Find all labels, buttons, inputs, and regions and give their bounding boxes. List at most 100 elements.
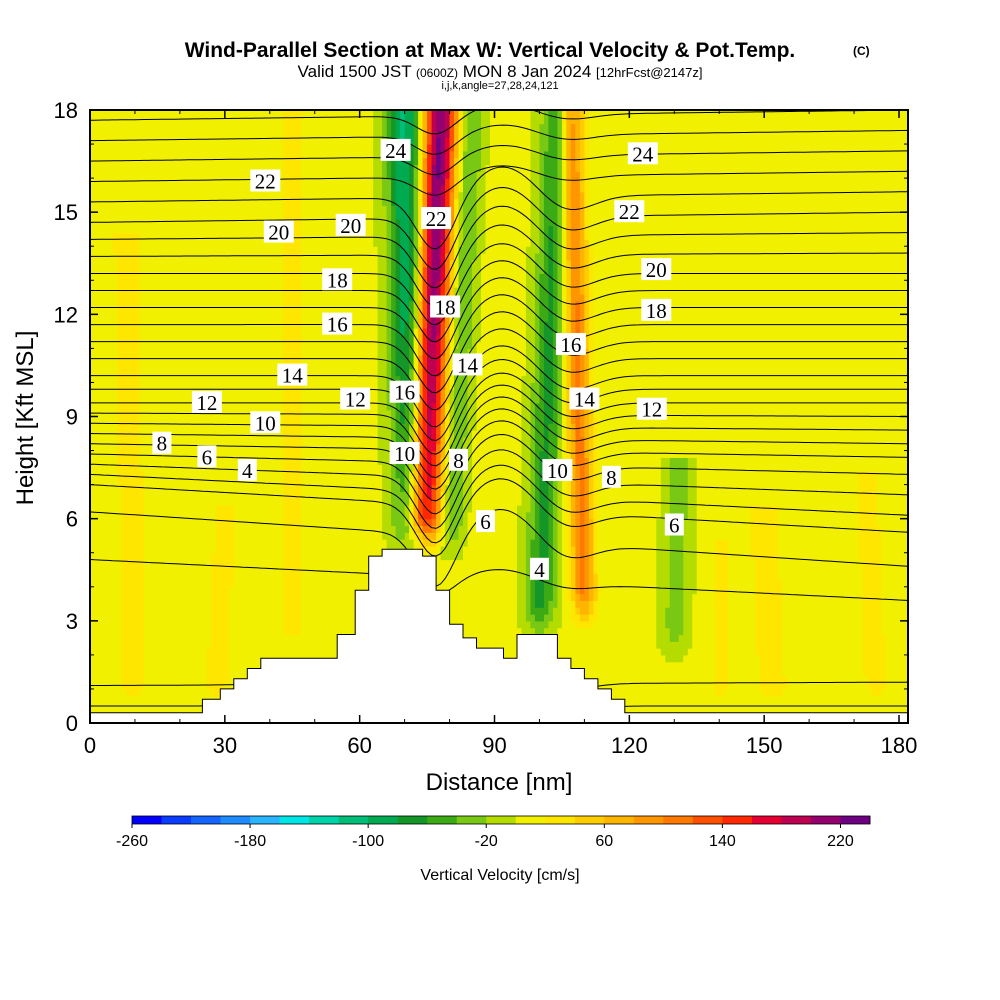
velocity-cell: [90, 300, 96, 309]
velocity-cell: [116, 123, 123, 132]
velocity-cell: [121, 443, 127, 452]
velocity-cell: [130, 396, 136, 404]
velocity-cell: [143, 164, 150, 172]
velocity-cell: [283, 239, 289, 247]
velocity-cell: [103, 593, 109, 601]
velocity-cell: [202, 334, 208, 343]
velocity-cell: [188, 641, 194, 649]
velocity-cell: [242, 450, 248, 458]
velocity-cell: [310, 300, 316, 309]
velocity-cell: [121, 334, 127, 343]
velocity-cell: [175, 545, 181, 554]
velocity-cell: [161, 402, 167, 411]
velocity-cell: [229, 430, 235, 438]
velocity-cell: [166, 498, 172, 506]
velocity-cell: [296, 396, 302, 404]
velocity-cell: [247, 443, 253, 452]
velocity-cell: [224, 212, 230, 220]
velocity-cell: [224, 144, 230, 152]
velocity-cell: [265, 246, 271, 254]
velocity-cell: [256, 205, 262, 213]
velocity-cell: [292, 327, 298, 336]
velocity-cell: [206, 518, 212, 527]
velocity-cell: [161, 389, 167, 397]
velocity-cell: [238, 600, 244, 608]
velocity-cell: [296, 205, 302, 213]
velocity-cell: [278, 184, 284, 193]
velocity-cell: [269, 157, 275, 166]
velocity-cell: [94, 300, 100, 309]
velocity-cell: [90, 634, 96, 642]
velocity-cell: [161, 614, 167, 622]
velocity-cell: [251, 273, 257, 281]
velocity-cell: [220, 566, 226, 574]
velocity-cell: [224, 450, 230, 458]
velocity-cell: [188, 402, 194, 411]
velocity-cell: [157, 137, 163, 145]
velocity-cell: [94, 491, 100, 499]
velocity-cell: [220, 110, 226, 118]
velocity-cell: [211, 586, 217, 595]
velocity-cell: [202, 586, 208, 595]
velocity-cell: [179, 436, 185, 445]
velocity-cell: [125, 116, 132, 125]
velocity-cell: [175, 559, 181, 567]
velocity-cell: [188, 675, 194, 683]
velocity-cell: [134, 586, 141, 595]
velocity-cell: [215, 130, 221, 138]
velocity-cell: [197, 362, 203, 370]
velocity-cell: [256, 484, 262, 493]
velocity-cell: [197, 218, 203, 227]
velocity-cell: [157, 600, 163, 608]
velocity-cell: [211, 116, 217, 125]
subtitle-valid: Valid 1500 JST: [298, 62, 412, 81]
velocity-cell: [116, 634, 123, 642]
velocity-cell: [242, 389, 248, 397]
velocity-cell: [301, 491, 307, 499]
velocity-cell: [103, 150, 109, 159]
velocity-cell: [332, 484, 338, 493]
velocity-cell: [130, 559, 136, 567]
velocity-cell: [296, 389, 302, 397]
velocity-cell: [260, 470, 266, 479]
velocity-cell: [224, 620, 230, 629]
velocity-cell: [238, 423, 244, 431]
velocity-cell: [292, 416, 298, 424]
velocity-cell: [260, 559, 266, 567]
velocity-cell: [233, 116, 239, 125]
velocity-cell: [323, 518, 329, 527]
velocity-cell: [121, 620, 127, 629]
velocity-cell: [157, 566, 163, 574]
velocity-cell: [301, 545, 307, 554]
velocity-cell: [157, 341, 163, 349]
velocity-cell: [193, 130, 199, 138]
velocity-cell: [233, 600, 239, 608]
velocity-cell: [197, 280, 203, 288]
velocity-cell: [220, 430, 226, 438]
velocity-cell: [90, 423, 96, 431]
velocity-cell: [251, 450, 257, 458]
velocity-cell: [247, 218, 253, 227]
velocity-cell: [229, 314, 235, 322]
velocity-cell: [148, 334, 154, 343]
velocity-cell: [161, 607, 167, 615]
velocity-cell: [98, 661, 105, 670]
velocity-cell: [143, 688, 150, 697]
velocity-cell: [296, 382, 302, 390]
velocity-cell: [211, 137, 217, 145]
velocity-cell: [323, 402, 329, 411]
velocity-cell: [139, 573, 145, 581]
velocity-cell: [188, 579, 194, 588]
velocity-cell: [90, 334, 96, 343]
velocity-cell: [143, 116, 150, 125]
velocity-cell: [116, 110, 123, 118]
velocity-cell: [332, 362, 338, 370]
velocity-cell: [278, 157, 284, 166]
velocity-cell: [287, 212, 293, 220]
velocity-cell: [238, 641, 244, 649]
velocity-cell: [269, 314, 275, 322]
velocity-cell: [220, 593, 226, 601]
velocity-cell: [292, 300, 298, 309]
velocity-cell: [332, 450, 338, 458]
velocity-cell: [242, 505, 248, 513]
